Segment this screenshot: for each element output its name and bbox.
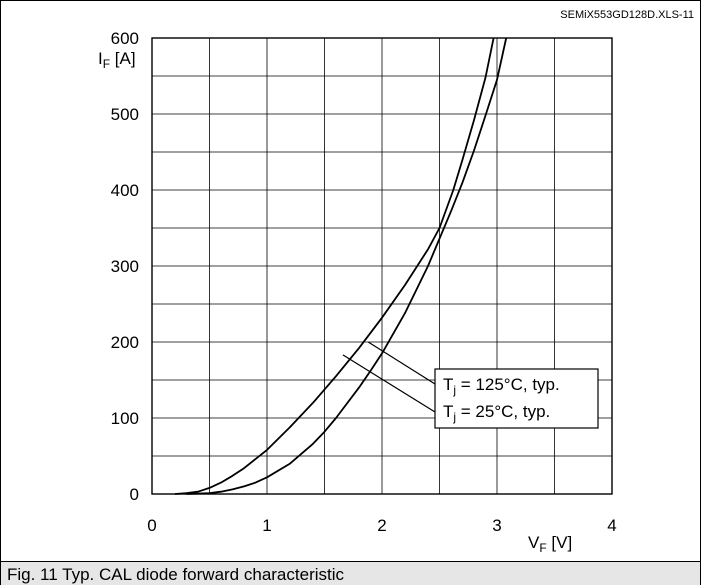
- plot-area-border: [151, 37, 613, 495]
- tick-labels: 0 100 200 300 400 500 600 0 1 2 3 4: [111, 29, 617, 535]
- y-tick-label: 200: [111, 333, 139, 352]
- x-tick-label: 2: [377, 516, 386, 535]
- caption-bar: Fig. 11 Typ. CAL diode forward character…: [1, 561, 700, 585]
- y-axis-label: IF [A]: [98, 49, 136, 71]
- legend-box: [434, 368, 599, 429]
- annotations: IF [A] VF [V] Tj = 125°C, typ. Tj = 25°C, t…: [98, 49, 599, 555]
- x-tick-label: 1: [262, 516, 271, 535]
- y-tick-label: 600: [111, 29, 139, 48]
- figure-caption: Fig. 11 Typ. CAL diode forward character…: [7, 565, 345, 584]
- legend-label-125c: Tj = 125°C, typ.: [443, 375, 560, 397]
- series-group: [174, 37, 508, 495]
- legend-label-25c: Tj = 25°C, typ.: [443, 402, 550, 424]
- y-tick-label: 100: [111, 409, 139, 428]
- x-axis-label: VF [V]: [528, 533, 572, 555]
- y-tick-label: 400: [111, 181, 139, 200]
- file-label: SEMiX553GD128D.XLS-11: [560, 9, 694, 21]
- series-line-125c: [174, 37, 495, 495]
- leader-line-125c: [367, 341, 436, 385]
- series-line-25c: [186, 37, 508, 495]
- grid: [151, 37, 613, 495]
- y-tick-label: 300: [111, 257, 139, 276]
- x-tick-label: 0: [147, 516, 156, 535]
- y-tick-label: 500: [111, 105, 139, 124]
- x-tick-label: 3: [492, 516, 501, 535]
- leader-line-25c: [342, 354, 436, 413]
- y-tick-label: 0: [130, 485, 139, 504]
- x-tick-label: 4: [607, 516, 616, 535]
